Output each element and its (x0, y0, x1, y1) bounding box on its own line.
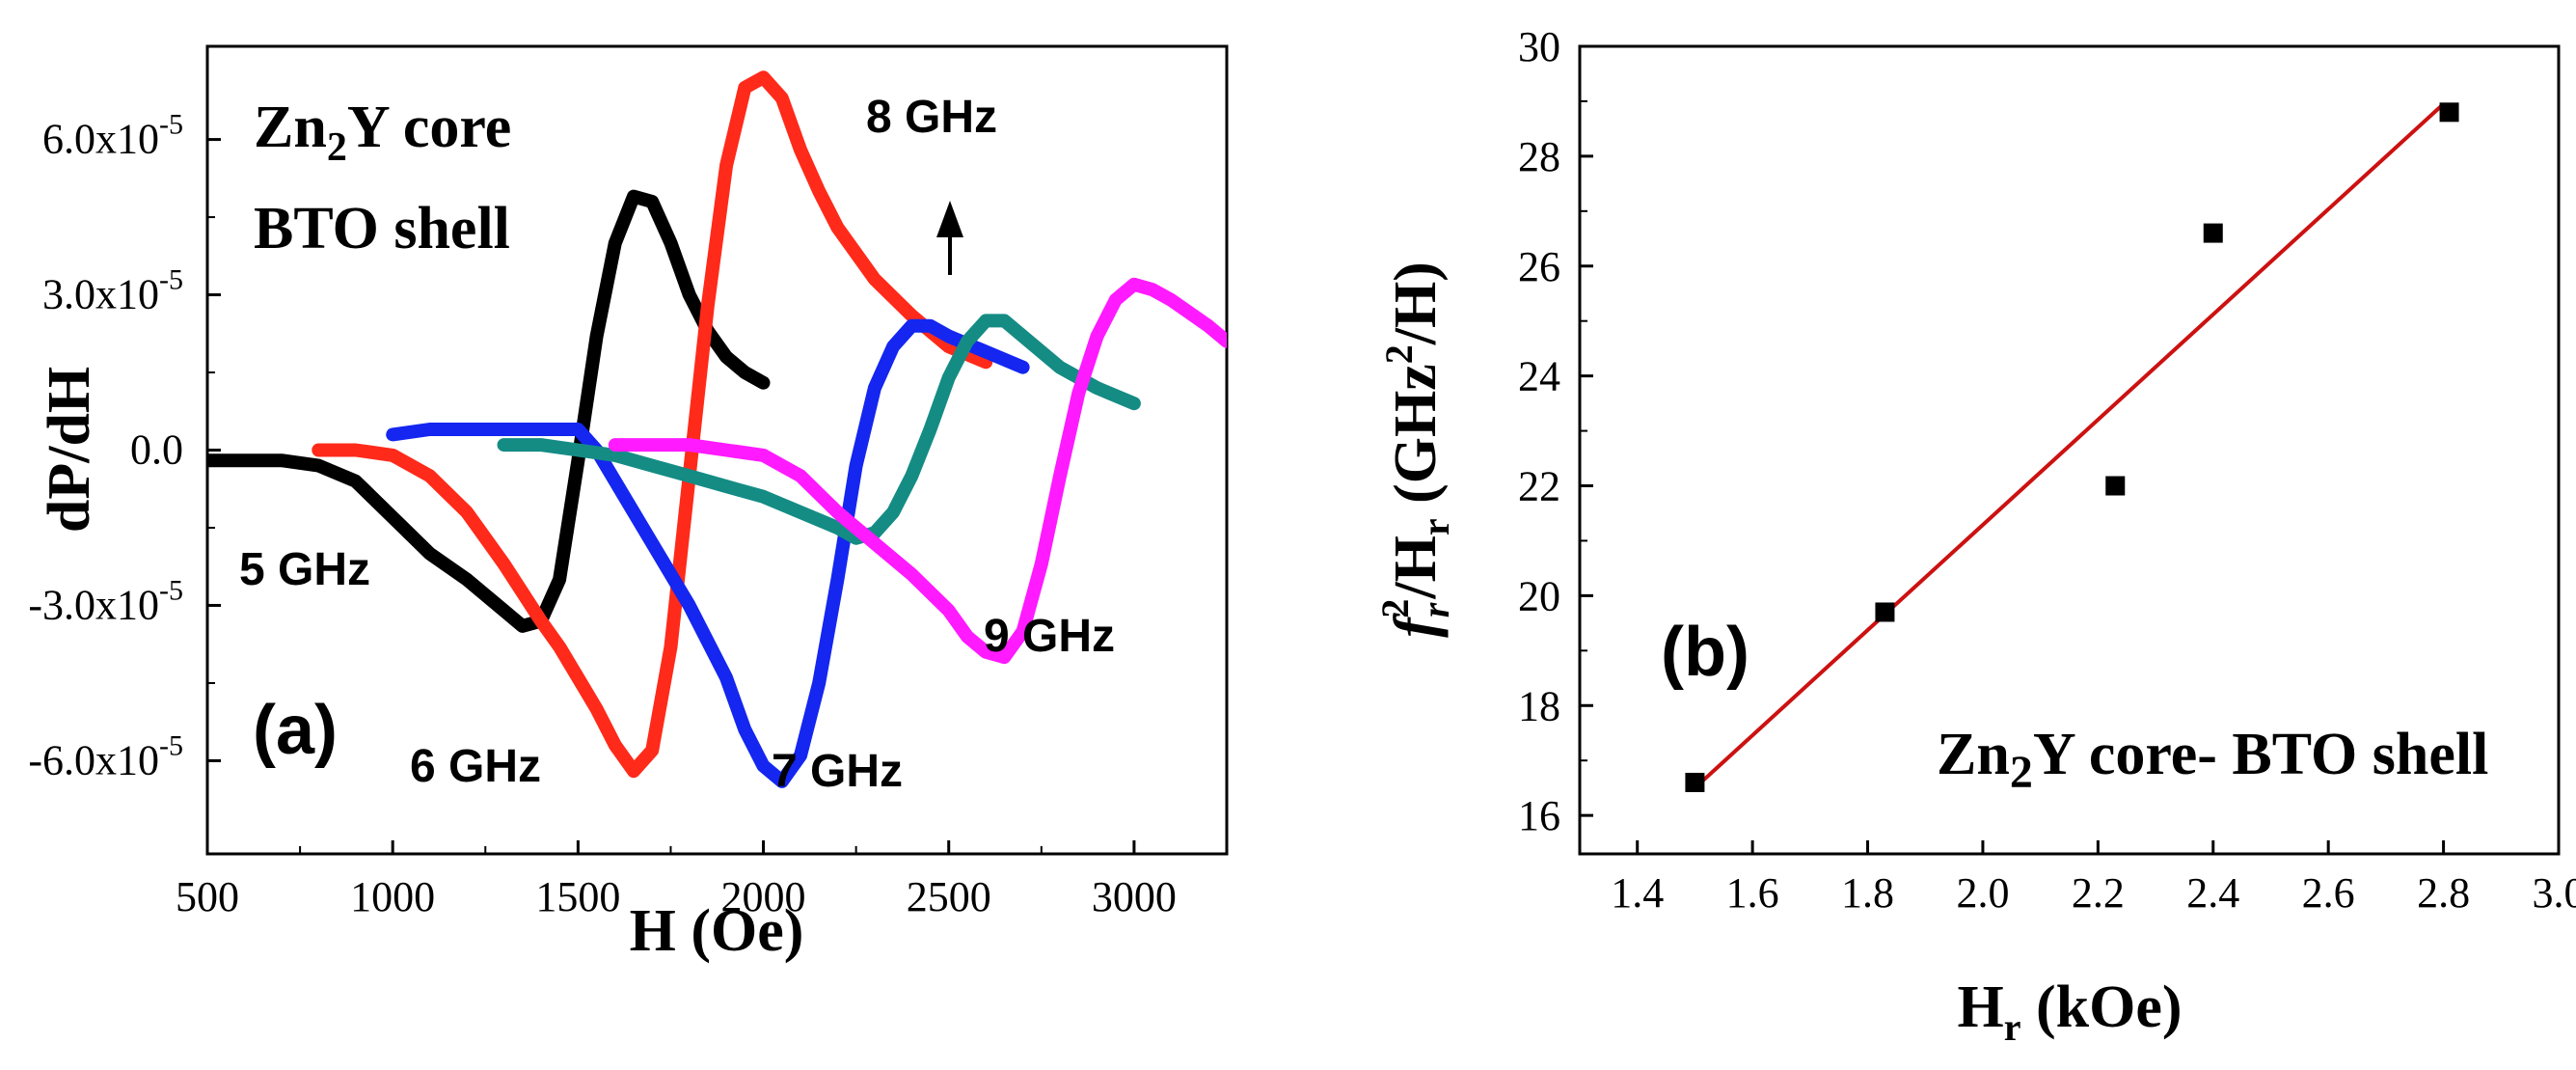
panel-b-points (1685, 102, 2459, 792)
panel-b-y-tick-label: 20 (1518, 572, 1560, 619)
panel-b-y-axis-label: fr2/Hr (GHz2/H) (1373, 261, 1457, 638)
panel-b-plot-frame (1578, 44, 2561, 856)
panel-a-series-labels: 5 GHz 6 GHz 7 GHz 9 GHz (239, 544, 1115, 797)
panel-a-x-tick-label: 2000 (721, 873, 806, 920)
series-7-ghz-line (386, 318, 1030, 788)
data-point (1875, 602, 1895, 622)
series-label-9-ghz: 9 GHz (984, 611, 1115, 662)
panel-a-x-tick-label: 3000 (1092, 873, 1177, 920)
panel-a-y-axis-label: dP/dH (37, 367, 102, 533)
panel-b-y-tick-labels: 16 18 20 22 24 26 28 30 (1518, 23, 1560, 839)
panel-b-y-tick-label: 18 (1518, 682, 1560, 729)
panel-a-x-tick-labels: 500 1000 1500 2000 2500 3000 (176, 873, 1177, 920)
panel-a-y-tick-label: -3.0x10-5 (28, 574, 183, 628)
panel-a-y-tick-label: 3.0x10-5 (42, 264, 183, 318)
panel-b-y-tick-label: 28 (1518, 133, 1560, 180)
panel-b-x-tick-label: 1.6 (1726, 869, 1779, 917)
panel-b-y-tick-label: 22 (1518, 463, 1560, 510)
panel-a-x-tick-label: 2500 (907, 873, 991, 920)
panel-b-fit-line-group (1694, 102, 2445, 790)
arrow-up-icon (936, 201, 963, 237)
series-label-6-ghz: 6 GHz (410, 741, 541, 792)
panel-a-x-axis-label: H (Oe) (630, 898, 804, 964)
panel-a-y-tick-label: 0.0 (130, 426, 183, 474)
panel-b-sample-label: Zn2Y core- BTO shell (1937, 722, 2488, 798)
panel-b-y-tick-label: 24 (1518, 353, 1560, 400)
panel-a-y-tick-label: -6.0x10-5 (28, 729, 183, 783)
panel-b-x-tick-label: 2.8 (2417, 869, 2470, 917)
panel-b-y-tick-label: 26 (1518, 243, 1560, 290)
panel-b-x-tick-label: 3.0 (2533, 869, 2576, 917)
sample-label-line2: BTO shell (254, 196, 510, 261)
series-label-5-ghz: 5 GHz (239, 544, 370, 595)
data-point (2439, 102, 2459, 123)
panel-b: 1.4 1.6 1.8 2.0 2.2 2.4 2.6 2.8 3.0 16 18 20 22 24 26… (1373, 23, 2576, 1049)
panel-b-x-tick-label: 2.6 (2302, 869, 2355, 917)
panel-b-x-tick-label: 2.2 (2072, 869, 2125, 917)
panel-a-x-tick-label: 1000 (350, 873, 435, 920)
panel-a-ticks (205, 138, 1136, 854)
series-5-ghz-line (207, 189, 771, 633)
panel-a-y-tick-label: 6.0x10-5 (42, 109, 183, 163)
series-9-ghz-line (608, 277, 1227, 665)
panel-b-x-tick-label: 2.0 (1956, 869, 2009, 917)
series-8-ghz-line (497, 314, 1141, 545)
panel-b-x-axis-label: Hr (kOe) (1957, 974, 2182, 1049)
data-point (2105, 476, 2126, 496)
panel-a-series (207, 70, 1227, 788)
panel-a-x-tick-label: 1500 (535, 873, 620, 920)
panel-a: 500 1000 1500 2000 2500 3000 -6.0x10-5 -3.0x10… (28, 44, 1229, 964)
panel-b-x-tick-label: 1.4 (1611, 869, 1664, 917)
series-label-7-ghz: 7 GHz (772, 746, 903, 797)
panel-b-x-tick-labels: 1.4 1.6 1.8 2.0 2.2 2.4 2.6 2.8 3.0 (1611, 869, 2576, 917)
fit-line (1694, 102, 2445, 790)
panel-b-label: (b) (1661, 614, 1749, 691)
panel-a-y-tick-labels: -6.0x10-5 -3.0x10-5 0.0 3.0x10-5 6.0x10-5 (28, 109, 183, 784)
data-point (2203, 223, 2223, 243)
panel-b-ticks (1580, 44, 2561, 854)
data-point (1685, 772, 1705, 792)
arrow-label-8ghz: 8 GHz (866, 92, 997, 143)
panel-b-x-tick-label: 1.8 (1841, 869, 1894, 917)
sample-label-line1: Zn2Y core (254, 95, 511, 170)
panel-b-y-tick-label: 30 (1518, 23, 1560, 70)
panel-b-x-tick-label: 2.4 (2186, 869, 2239, 917)
series-6-ghz-line (312, 70, 993, 779)
panel-a-x-tick-label: 500 (176, 873, 239, 920)
panel-b-y-tick-label: 16 (1518, 792, 1560, 839)
panel-a-label: (a) (253, 692, 338, 769)
